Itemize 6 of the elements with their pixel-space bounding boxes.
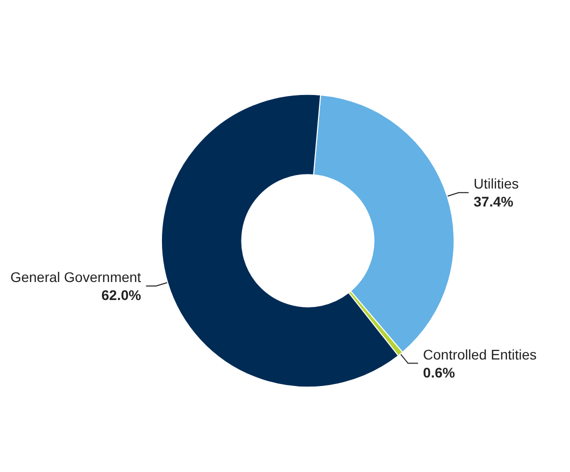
data-label: 0.6%: [423, 364, 456, 380]
slice-label: General Government: [10, 268, 142, 285]
data-label: 37.4%: [474, 194, 514, 210]
data-label: 62.0%: [101, 286, 142, 303]
slice-label: Utilities: [474, 176, 519, 192]
slice-label: Controlled Entities: [423, 346, 537, 362]
